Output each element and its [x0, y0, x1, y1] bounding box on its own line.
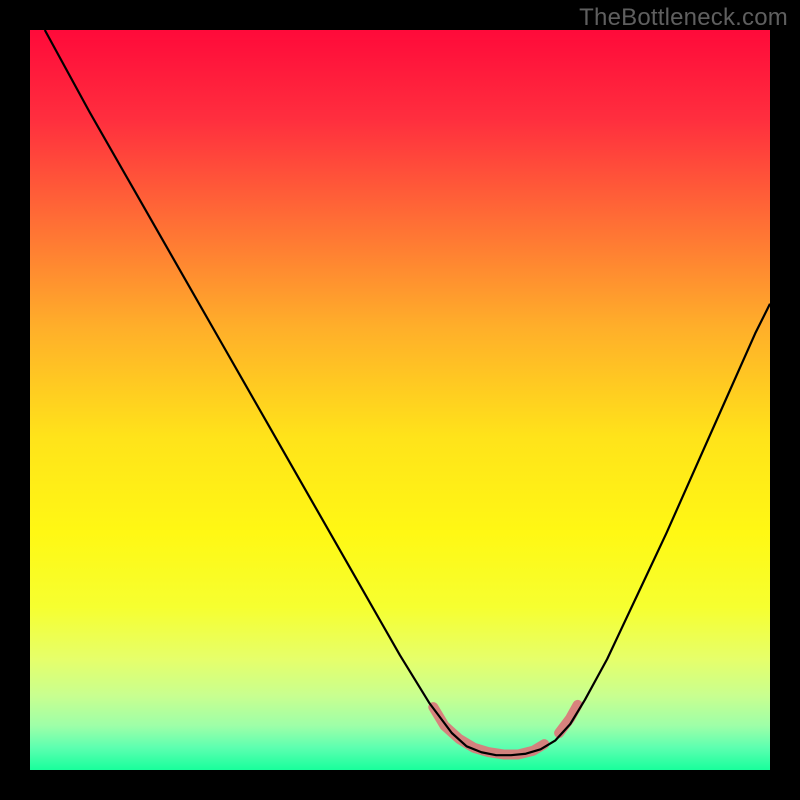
- highlight-segment: [559, 705, 578, 733]
- plot-area: [30, 30, 770, 770]
- curve-layer: [30, 30, 770, 770]
- watermark-text: TheBottleneck.com: [579, 4, 788, 32]
- chart-frame: TheBottleneck.com: [0, 0, 800, 800]
- highlight-band: [433, 705, 577, 755]
- bottleneck-curve: [45, 30, 770, 755]
